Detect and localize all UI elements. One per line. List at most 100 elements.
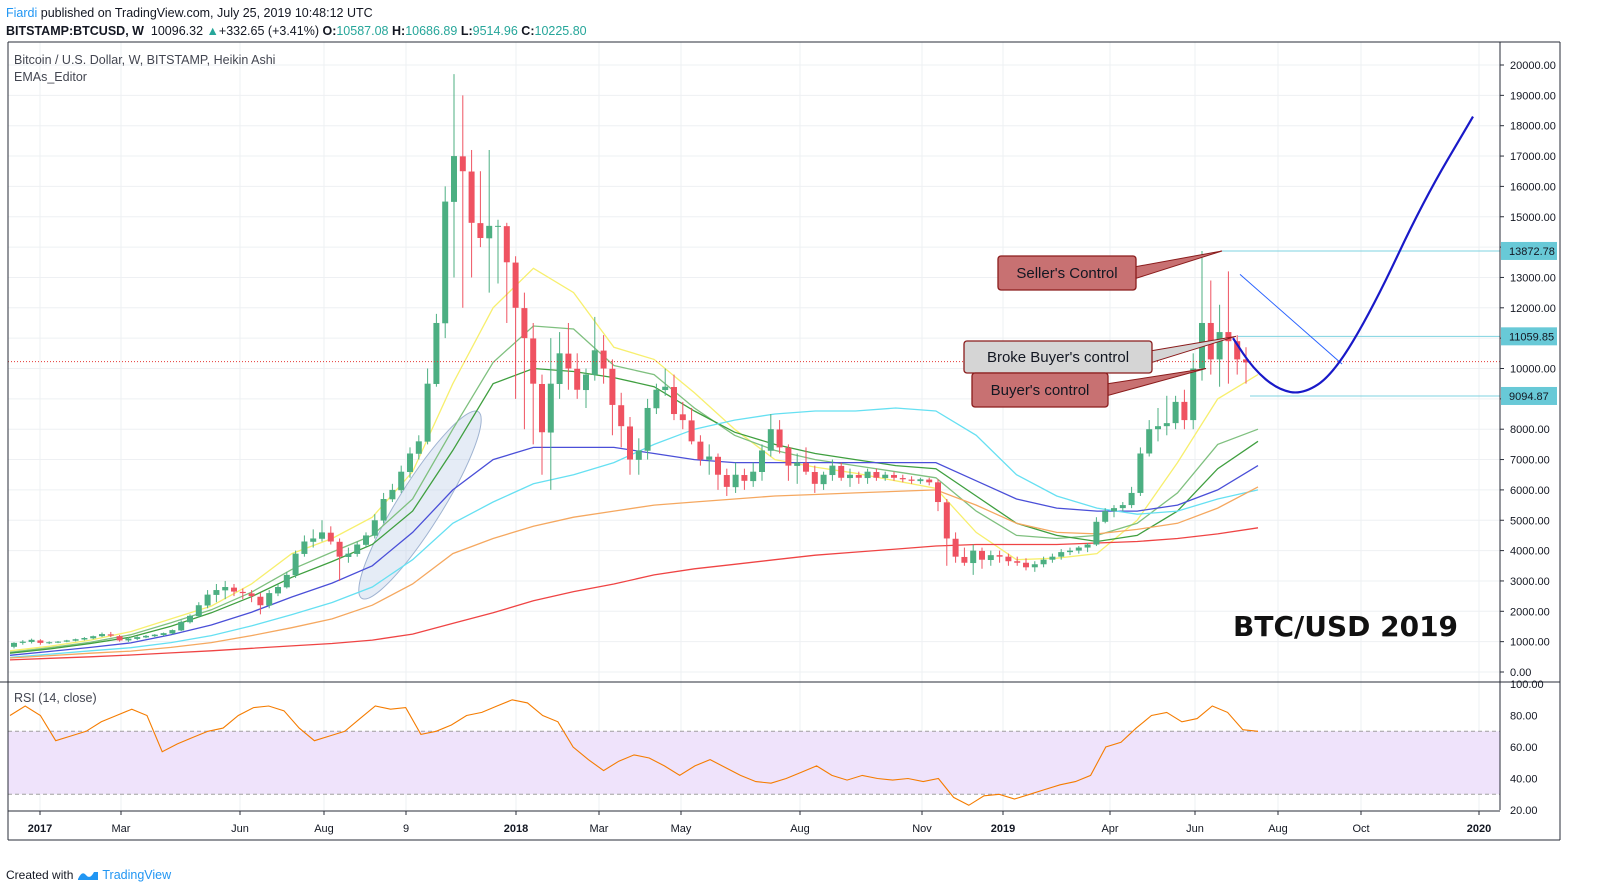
price-tick-label: 1000.00 [1510,637,1550,649]
candle-body [169,630,176,634]
ema-line [9,527,1259,661]
candle-body [125,638,132,641]
author-name[interactable]: Fiardi [6,6,38,20]
candle-body [688,420,695,442]
candle-body [389,489,396,500]
callout-text: Buyer's control [991,382,1090,399]
price-tick-label: 15000.00 [1510,212,1556,224]
candle-body [55,641,61,643]
ema-line [9,446,1259,656]
candle-body [116,636,123,641]
legend-title: Bitcoin / U.S. Dollar, W, BITSTAMP, Heik… [14,53,275,67]
candle-body [1172,401,1179,424]
candle-body [160,633,167,635]
price-label-bg [1501,241,1557,260]
candle-body [732,474,739,488]
candle-body [442,201,449,324]
time-tick-label: 2018 [504,823,528,835]
candle-body [776,429,783,448]
candle-body [556,353,563,384]
time-tick-label: Nov [912,823,932,835]
candle-body [1119,505,1126,509]
candle-body [1163,423,1170,427]
candle-body [653,389,660,409]
candle-body [1023,562,1029,568]
callout-text: Broke Buyer's control [987,349,1129,366]
candle-body [415,441,422,454]
rsi-title: RSI (14, close) [14,691,97,705]
open-label: O: [322,24,337,38]
candle-body [794,462,801,466]
candle-body [591,350,598,375]
candle-body [829,465,836,476]
tradingview-link[interactable]: TradingView [102,868,172,882]
candle-body [1058,552,1065,557]
ema-line [9,367,1259,654]
candle-body [952,538,959,557]
candle-body [266,593,273,606]
candle-body [1005,556,1012,562]
ohlc-line: BITSTAMP:BTCUSD, W 10096.32 ▲+332.65 (+3… [6,22,587,40]
candle-body [891,475,897,478]
price-label: 9094.87 [1509,391,1549,403]
candle-body [1146,429,1153,454]
candle-body [239,591,246,594]
candle-body [143,635,149,638]
ema-lines [9,267,1259,661]
footer: Created with TradingView [6,868,171,882]
candle-body [336,541,343,557]
candle-body [459,156,466,172]
price-tick-label: 5000.00 [1510,515,1550,527]
trend-line [1239,274,1343,365]
grid [8,42,1500,810]
candle-body [151,634,158,637]
time-tick-label: Jun [1186,823,1204,835]
close-label: C: [521,24,535,38]
candle-body [292,553,299,576]
price-tick-label: 6000.00 [1510,485,1550,497]
candle-body [618,405,625,427]
price-tick-label: 13000.00 [1510,272,1556,284]
candle-body [11,642,17,647]
candle-body [37,640,44,643]
candle-body [310,538,317,542]
candle-body [855,475,862,478]
price-tick-label: 12000.00 [1510,303,1556,315]
time-tick-label: Mar [112,823,131,835]
candle-body [565,353,572,369]
candle-body [107,634,114,636]
tradingview-logo-icon [78,872,99,880]
candle-body [1102,511,1109,522]
candle-body [187,615,193,623]
candle-body [996,555,1003,557]
candle-body [671,387,677,415]
candle-body [864,471,871,479]
price-label: 13872.78 [1509,246,1555,258]
time-tick-label: 9 [403,823,409,835]
candle-body [926,479,933,483]
candle-body [512,262,519,308]
candle-body [530,338,537,384]
created-with-label: Created with [6,868,74,882]
candle-body [178,621,185,631]
candle-body [213,590,220,595]
indicator-label: EMAs_Editor [14,70,87,84]
forecast-curve [1232,116,1474,394]
candle-body [363,535,369,545]
time-tick-label: Aug [314,823,334,835]
time-tick-label: Aug [1268,823,1288,835]
candle-body [424,383,431,442]
price-tick-label: 17000.00 [1510,151,1556,163]
price-tick-label: 19000.00 [1510,90,1556,102]
candle-body [662,386,669,391]
candle-body [1216,332,1223,360]
price-label-bg [1501,386,1557,405]
callout-text: Seller's Control [1016,265,1117,282]
time-tick-label: 2019 [991,823,1015,835]
up-triangle-icon: ▲ [206,24,219,38]
time-tick-label: Apr [1101,823,1118,835]
candle-body [1067,550,1073,553]
candle-body [354,544,361,554]
candle-body [574,368,581,390]
